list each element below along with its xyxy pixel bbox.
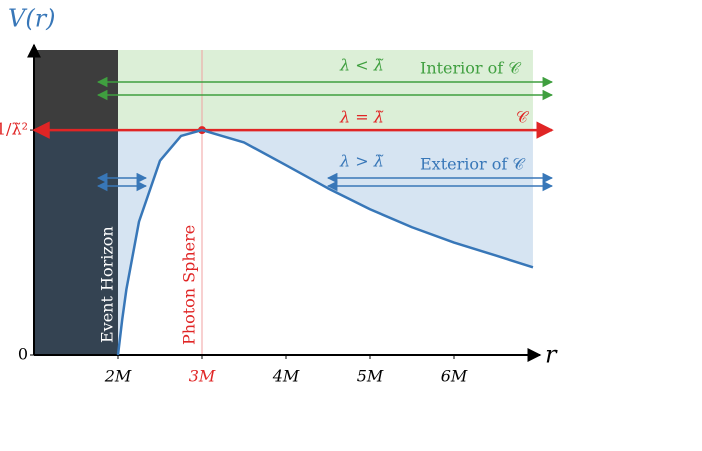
band-label: Interior of 𝒞 [420, 59, 521, 78]
band-relation: λ > λ̃ [339, 152, 384, 171]
x-tick-label: 5M [357, 367, 384, 386]
horizon-lower [34, 130, 118, 355]
photon-sphere-label: Photon Sphere [180, 225, 199, 345]
x-tick-label: 4M [272, 367, 300, 386]
x-tick-label: 3M [189, 367, 216, 386]
band-relation: λ = λ̃ [339, 108, 384, 127]
x-tick-label: 2M [104, 367, 132, 386]
x-axis-label: r [545, 341, 558, 369]
band-label: Exterior of 𝒞 [420, 155, 525, 174]
y-axis-label: V(r) [8, 5, 56, 33]
band-relation: λ < λ̃ [339, 56, 384, 75]
event-horizon-label: Event Horizon [98, 226, 117, 343]
y-tick-label: 0 [18, 345, 28, 364]
y-tick-label: 1/λ̃² [0, 120, 28, 139]
x-tick-label: 6M [441, 367, 468, 386]
potential-curve [116, 128, 534, 356]
horizon-upper [34, 50, 118, 131]
band-label: 𝒞 [516, 108, 529, 127]
